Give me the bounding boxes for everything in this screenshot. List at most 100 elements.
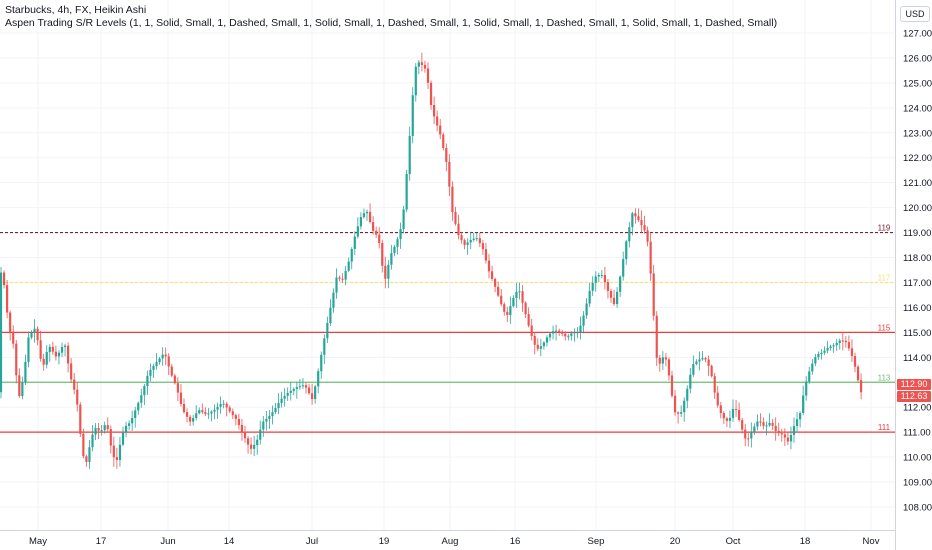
candle-body bbox=[661, 357, 664, 364]
candle-body bbox=[91, 434, 94, 448]
symbol-title[interactable]: Starbucks, 4h, FX, Heikin Ashi bbox=[5, 4, 147, 16]
candle-body bbox=[30, 333, 33, 338]
candle-body bbox=[716, 392, 719, 406]
candle-body bbox=[317, 371, 320, 387]
currency-badge[interactable]: USD bbox=[900, 6, 930, 22]
candle-body bbox=[320, 354, 323, 372]
candle-body bbox=[42, 358, 45, 365]
candle-body bbox=[243, 431, 247, 439]
candle-body bbox=[591, 282, 594, 291]
time-tick-label: Aug bbox=[442, 536, 459, 547]
candle-body bbox=[332, 292, 335, 308]
candle-body bbox=[140, 395, 143, 403]
candle-body bbox=[603, 274, 606, 283]
candle-body bbox=[445, 147, 448, 162]
candle-body bbox=[643, 225, 646, 231]
candle-body bbox=[808, 371, 811, 382]
candle-body bbox=[353, 236, 356, 249]
candle-body bbox=[768, 422, 771, 426]
candle-body bbox=[82, 433, 85, 457]
candle-body bbox=[207, 413, 210, 415]
candle-body bbox=[698, 359, 701, 362]
candle-body bbox=[128, 423, 131, 426]
candle-body bbox=[530, 325, 533, 336]
previous-price-tag: 112.63 bbox=[897, 390, 931, 402]
candle-body bbox=[689, 374, 692, 389]
candle-body bbox=[237, 418, 240, 425]
candle-body bbox=[664, 357, 667, 360]
candle-body bbox=[683, 400, 686, 413]
candle-body bbox=[390, 253, 393, 265]
candle-body bbox=[497, 286, 500, 296]
price-tick-label: 124.00 bbox=[903, 103, 932, 114]
candle-body bbox=[704, 358, 707, 360]
price-tick-label: 121.00 bbox=[903, 178, 932, 189]
candle-body bbox=[802, 395, 805, 413]
candle-body bbox=[448, 161, 451, 187]
candle-body bbox=[850, 348, 854, 357]
candle-body bbox=[396, 239, 399, 247]
candle-body bbox=[503, 304, 506, 312]
candle-body bbox=[747, 438, 750, 440]
candle-body bbox=[0, 272, 3, 393]
candle-body bbox=[619, 276, 622, 292]
candle-body bbox=[286, 392, 289, 396]
price-tick-label: 123.00 bbox=[903, 128, 932, 139]
candle-body bbox=[298, 386, 301, 388]
candle-body bbox=[490, 271, 494, 279]
candle-body bbox=[45, 352, 48, 365]
candle-body bbox=[9, 312, 12, 332]
candle-body bbox=[594, 276, 597, 283]
price-tick-label: 126.00 bbox=[903, 53, 932, 64]
candle-body bbox=[475, 238, 478, 240]
candle-body bbox=[667, 359, 671, 376]
candle-body bbox=[426, 68, 430, 83]
candle-body bbox=[51, 346, 54, 352]
candle-body bbox=[506, 311, 509, 315]
candle-body bbox=[262, 421, 265, 430]
candle-body bbox=[393, 246, 396, 254]
candle-body bbox=[423, 64, 427, 69]
candle-body bbox=[76, 389, 79, 405]
candle-body bbox=[60, 346, 64, 353]
candle-body bbox=[853, 356, 857, 367]
candle-body bbox=[54, 351, 57, 357]
candle-body bbox=[429, 82, 433, 106]
candle-body bbox=[649, 241, 652, 274]
candle-body bbox=[734, 409, 738, 411]
candle-body bbox=[335, 277, 338, 293]
candle-body bbox=[179, 392, 183, 404]
candle-body bbox=[137, 402, 140, 411]
candle-body bbox=[387, 264, 390, 279]
candle-body bbox=[777, 430, 780, 434]
candle-body bbox=[63, 345, 67, 347]
candle-body bbox=[738, 409, 741, 421]
sr-level-label: 115 bbox=[878, 323, 891, 332]
time-tick-label: Oct bbox=[726, 536, 741, 547]
candle-body bbox=[27, 337, 30, 362]
candle-body bbox=[375, 230, 378, 235]
candle-body bbox=[494, 278, 497, 287]
candle-body bbox=[24, 361, 27, 383]
price-tick-label: 111.00 bbox=[903, 428, 931, 439]
candle-body bbox=[18, 375, 21, 397]
candle-body bbox=[512, 298, 515, 307]
candle-body bbox=[12, 331, 15, 344]
candle-body bbox=[750, 432, 753, 439]
candle-body bbox=[231, 411, 234, 416]
candle-body bbox=[436, 116, 439, 126]
candle-body bbox=[646, 230, 649, 242]
candle-body bbox=[118, 444, 122, 460]
candle-body bbox=[259, 429, 262, 440]
candle-body bbox=[253, 445, 256, 449]
last-price-tag: 112.90 bbox=[897, 378, 931, 390]
time-tick-label: Jun bbox=[160, 536, 175, 547]
candle-body bbox=[472, 238, 475, 240]
candle-body bbox=[515, 291, 518, 299]
indicator-title[interactable]: Aspen Trading S/R Levels (1, 1, Solid, S… bbox=[5, 17, 778, 29]
candle-body bbox=[97, 428, 100, 431]
candle-body bbox=[652, 273, 655, 316]
candle-body bbox=[189, 416, 192, 422]
